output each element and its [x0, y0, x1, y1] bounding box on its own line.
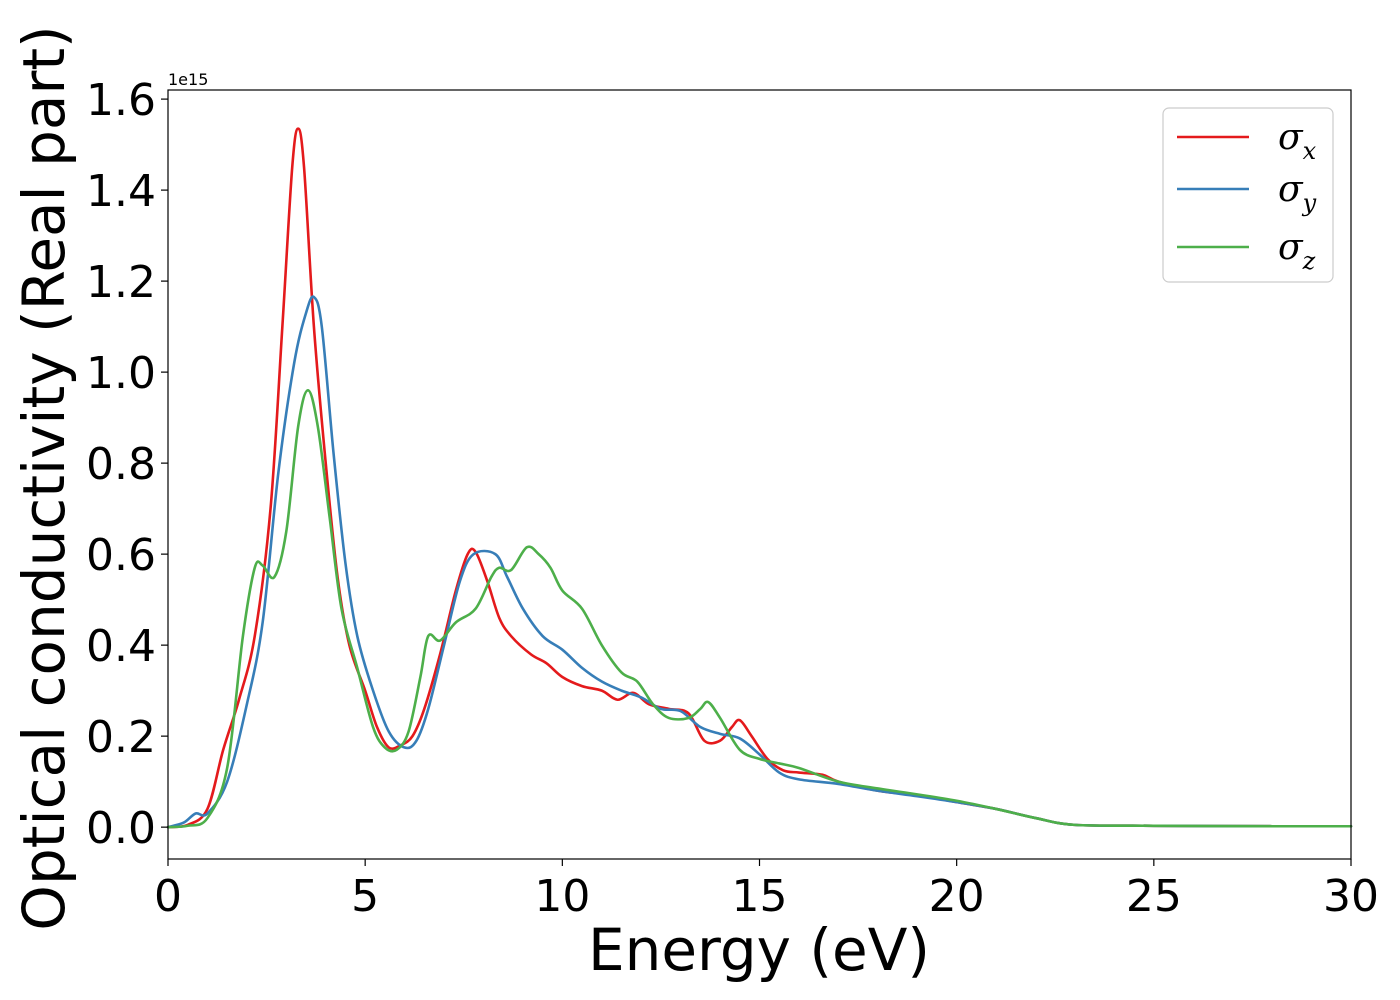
y-tick-label: 1.2 [86, 257, 156, 308]
x-tick-label: 10 [534, 871, 590, 922]
x-tick-label: 0 [154, 871, 182, 922]
y-tick-label: 1.0 [86, 348, 156, 399]
y-tick-label: 1.6 [86, 75, 156, 126]
legend-label-x: σx [1278, 117, 1317, 165]
x-axis-title: Energy (eV) [588, 916, 930, 984]
y-tick-label: 0.6 [86, 530, 156, 581]
legend-label-y: σy [1278, 169, 1317, 217]
y-offset-label: 1e15 [168, 70, 208, 89]
series-line-z [166, 389, 1353, 829]
y-tick-label: 0.4 [86, 621, 156, 672]
series-layer [166, 127, 1353, 829]
y-axis-ticks: 0.0 0.2 0.4 0.6 0.8 1.0 1.2 1.4 1.6 [86, 75, 168, 854]
x-tick-label: 20 [929, 871, 985, 922]
x-tick-label: 5 [351, 871, 379, 922]
y-tick-label: 1.4 [86, 166, 156, 217]
y-axis-title: Optical conductivity (Real part) [10, 25, 78, 930]
y-tick-label: 0.0 [86, 803, 156, 854]
legend-box [1162, 107, 1334, 283]
y-tick-label: 0.8 [86, 439, 156, 490]
y-tick-label: 0.2 [86, 712, 156, 763]
x-axis-ticks: 0 5 10 15 20 25 30 [154, 859, 1379, 922]
x-tick-label: 30 [1323, 871, 1379, 922]
x-tick-label: 15 [732, 871, 788, 922]
legend-label-z: σz [1278, 227, 1316, 275]
x-tick-label: 25 [1126, 871, 1182, 922]
